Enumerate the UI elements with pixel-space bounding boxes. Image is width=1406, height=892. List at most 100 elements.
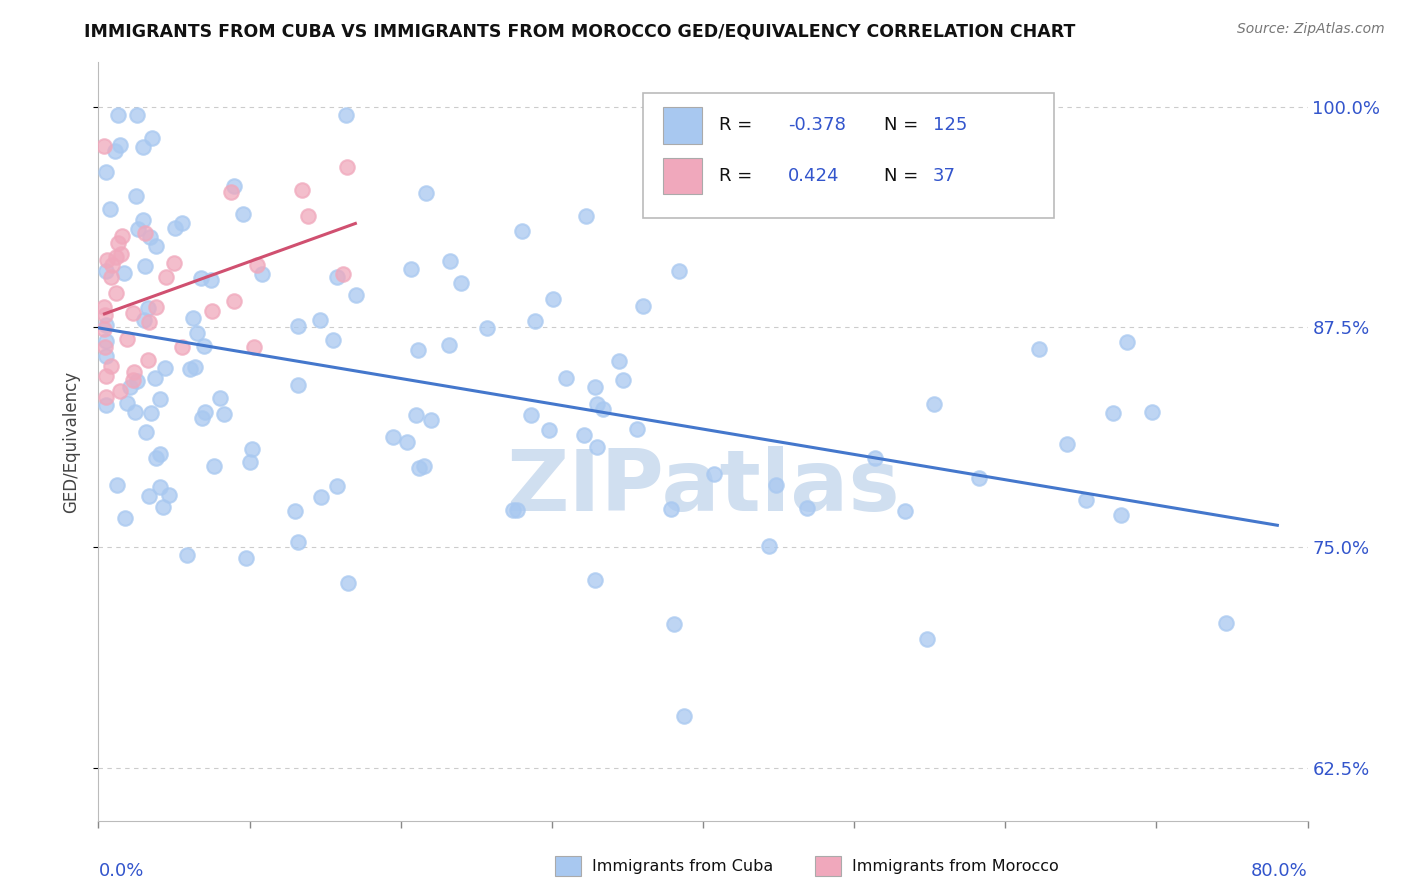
Point: [796, 500, 818, 515]
Bar: [664, 107, 702, 144]
Point: [134, 259, 156, 273]
Point: [967, 471, 990, 485]
Point: [190, 271, 212, 285]
Point: [127, 108, 149, 122]
Point: [586, 440, 609, 454]
Point: [520, 409, 543, 423]
Point: [176, 548, 198, 562]
Point: [524, 314, 547, 328]
Point: [235, 551, 257, 566]
Point: [382, 429, 405, 443]
Point: [502, 503, 524, 517]
Point: [153, 361, 176, 376]
Text: N =: N =: [884, 167, 918, 186]
Point: [105, 285, 128, 300]
Point: [143, 370, 166, 384]
Point: [214, 407, 236, 421]
Point: [412, 459, 434, 474]
Point: [922, 397, 945, 411]
Point: [94, 349, 117, 363]
Point: [111, 229, 134, 244]
Point: [131, 140, 153, 154]
Point: [93, 322, 115, 336]
Point: [287, 535, 309, 549]
Point: [179, 361, 201, 376]
Point: [125, 189, 148, 203]
Point: [284, 503, 307, 517]
Bar: [664, 158, 702, 194]
Point: [673, 709, 696, 723]
Point: [98, 202, 121, 216]
Point: [94, 340, 117, 354]
Point: [149, 447, 172, 461]
Point: [200, 272, 222, 286]
Point: [583, 574, 606, 588]
Point: [1140, 404, 1163, 418]
Point: [477, 320, 499, 334]
Point: [149, 392, 172, 406]
Point: [104, 145, 127, 159]
Point: [222, 178, 245, 193]
Point: [287, 319, 309, 334]
Point: [1076, 493, 1098, 508]
Point: [107, 235, 129, 250]
Point: [326, 479, 349, 493]
Point: [138, 301, 160, 315]
Point: [124, 405, 146, 419]
Point: [107, 108, 129, 122]
Point: [138, 230, 160, 244]
Point: [139, 405, 162, 419]
Point: [336, 161, 359, 175]
Point: [170, 340, 193, 354]
Point: [439, 253, 461, 268]
Point: [194, 405, 217, 419]
Point: [145, 239, 167, 253]
Point: [344, 287, 367, 301]
Point: [893, 503, 915, 517]
Point: [122, 306, 145, 320]
Point: [94, 165, 117, 179]
Point: [399, 262, 422, 277]
Point: [155, 270, 177, 285]
Point: [1109, 508, 1132, 522]
Point: [115, 395, 138, 409]
Point: [287, 377, 309, 392]
Point: [246, 258, 269, 272]
Point: [592, 401, 614, 416]
Point: [1028, 342, 1050, 356]
Text: 0.0%: 0.0%: [98, 863, 143, 880]
Point: [181, 310, 204, 325]
Point: [101, 258, 124, 272]
Point: [93, 139, 115, 153]
Point: [242, 340, 264, 354]
Point: [297, 209, 319, 223]
Point: [633, 299, 655, 313]
Point: [152, 500, 174, 514]
Point: [114, 511, 136, 525]
Text: ZIPatlas: ZIPatlas: [506, 445, 900, 529]
Point: [538, 423, 561, 437]
Point: [209, 391, 232, 405]
Point: [506, 503, 529, 517]
Point: [201, 303, 224, 318]
Point: [100, 359, 122, 373]
Point: [659, 501, 682, 516]
Point: [224, 293, 246, 308]
Point: [703, 467, 725, 481]
Point: [585, 380, 607, 394]
Point: [138, 315, 160, 329]
Point: [184, 359, 207, 374]
Text: Source: ZipAtlas.com: Source: ZipAtlas.com: [1237, 22, 1385, 37]
Point: [336, 576, 359, 591]
Point: [108, 137, 131, 152]
Point: [135, 425, 157, 439]
Point: [395, 435, 418, 450]
Point: [145, 451, 167, 466]
Point: [332, 268, 354, 282]
Point: [607, 354, 630, 368]
Point: [915, 632, 938, 646]
Point: [115, 332, 138, 346]
Point: [668, 263, 690, 277]
Text: R =: R =: [718, 116, 752, 135]
Text: -0.378: -0.378: [787, 116, 845, 135]
